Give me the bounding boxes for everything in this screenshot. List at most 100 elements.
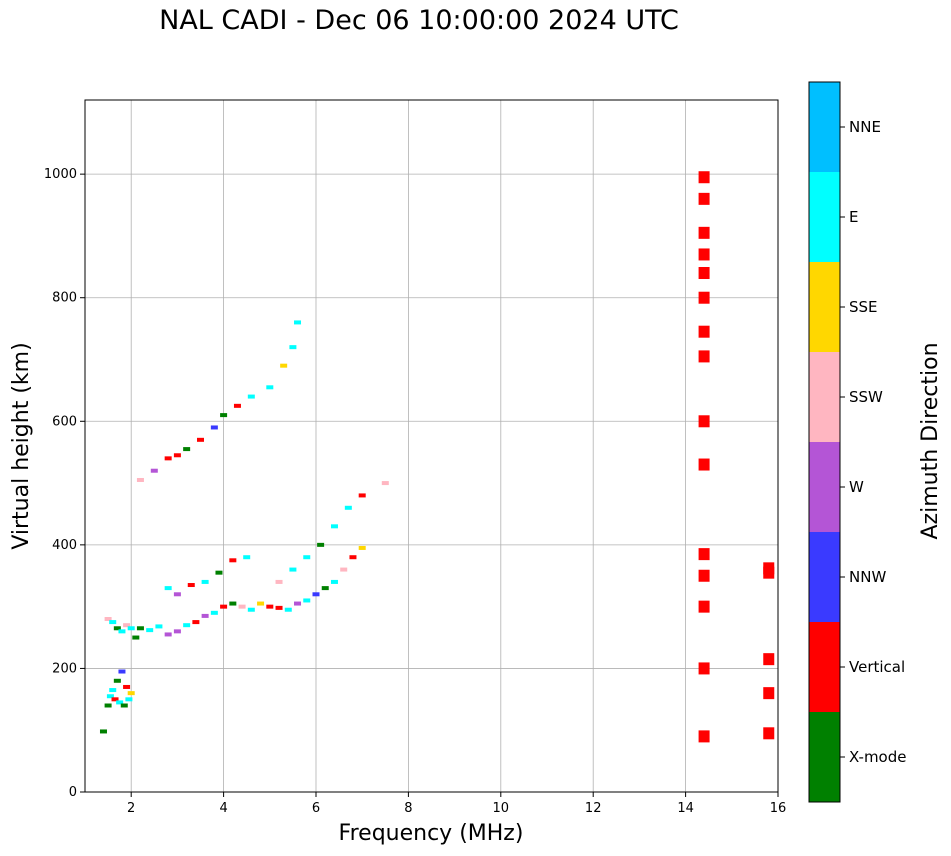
x-axis-label: Frequency (MHz) bbox=[339, 821, 524, 846]
data-point bbox=[136, 626, 144, 631]
data-point bbox=[698, 415, 710, 428]
data-point bbox=[763, 687, 775, 700]
data-point bbox=[123, 684, 131, 689]
x-tick-label: 6 bbox=[312, 801, 320, 816]
data-point bbox=[132, 635, 140, 640]
data-point bbox=[201, 613, 209, 618]
y-tick-label: 600 bbox=[52, 414, 77, 429]
x-tick-label: 4 bbox=[219, 801, 227, 816]
data-point bbox=[294, 601, 302, 606]
data-point bbox=[698, 267, 710, 279]
data-point bbox=[698, 171, 710, 184]
colorbar: X-mode Vertical NNW W SSW SSE E NNE bbox=[808, 81, 906, 803]
y-tick-label: 0 bbox=[69, 785, 77, 800]
colorbar-segment bbox=[809, 82, 840, 172]
colorbar-title: Azimuth Direction bbox=[918, 342, 943, 539]
colorbar-frame bbox=[808, 81, 841, 803]
chart-title: NAL CADI - Dec 06 10:00:00 2024 UTC bbox=[159, 5, 679, 36]
colorbar-segment bbox=[809, 622, 840, 712]
data-point bbox=[192, 620, 200, 625]
colorbar-segment bbox=[809, 262, 840, 352]
data-point bbox=[698, 226, 710, 239]
data-point bbox=[763, 653, 775, 666]
colorbar-label: Vertical bbox=[849, 658, 905, 676]
colorbar-segment bbox=[809, 172, 840, 262]
y-tick-label: 400 bbox=[52, 538, 77, 553]
data-point bbox=[381, 481, 389, 486]
data-point bbox=[136, 477, 144, 482]
data-point bbox=[330, 579, 338, 584]
colorbar-segment bbox=[809, 442, 840, 532]
colorbar-label: SSW bbox=[849, 388, 883, 406]
data-point bbox=[698, 600, 710, 613]
data-point bbox=[698, 730, 710, 743]
data-point bbox=[104, 617, 112, 621]
data-point bbox=[317, 542, 325, 547]
data-point bbox=[229, 558, 237, 563]
data-point bbox=[173, 629, 181, 634]
data-point bbox=[238, 604, 246, 609]
data-point bbox=[187, 583, 195, 588]
data-point bbox=[698, 248, 710, 261]
data-point bbox=[289, 567, 297, 572]
data-point bbox=[763, 727, 775, 740]
data-point bbox=[303, 555, 311, 560]
colorbar-label: E bbox=[849, 208, 858, 226]
colorbar-label: SSE bbox=[849, 298, 878, 316]
data-point bbox=[243, 555, 251, 560]
data-point bbox=[210, 610, 218, 615]
data-points bbox=[99, 171, 775, 743]
x-tick-label: 12 bbox=[585, 801, 602, 816]
data-point bbox=[201, 579, 209, 584]
colorbar-segment bbox=[809, 352, 840, 442]
data-point bbox=[146, 628, 154, 633]
data-point bbox=[266, 385, 274, 390]
data-point bbox=[173, 592, 181, 597]
data-point bbox=[340, 567, 348, 572]
data-point bbox=[111, 697, 119, 702]
data-point bbox=[215, 570, 223, 575]
grid bbox=[85, 100, 779, 793]
x-tick-label: 2 bbox=[127, 801, 135, 816]
y-axis-ticks: 0 200 400 600 800 1000 bbox=[44, 167, 85, 800]
data-point bbox=[266, 604, 274, 609]
data-point bbox=[99, 729, 107, 734]
x-tick-label: 8 bbox=[404, 801, 412, 816]
data-point bbox=[127, 626, 135, 631]
data-point bbox=[247, 607, 255, 612]
data-point bbox=[113, 626, 121, 631]
data-point bbox=[220, 413, 228, 418]
data-point bbox=[349, 555, 357, 560]
data-point bbox=[312, 592, 320, 597]
data-point bbox=[164, 586, 172, 591]
data-point bbox=[698, 291, 710, 304]
data-point bbox=[698, 569, 710, 582]
data-point bbox=[220, 604, 228, 609]
data-point bbox=[358, 545, 366, 550]
data-point bbox=[183, 447, 191, 452]
data-point bbox=[210, 425, 218, 430]
colorbar-segment bbox=[809, 712, 840, 802]
data-point bbox=[698, 350, 710, 363]
data-point bbox=[113, 678, 121, 683]
data-point bbox=[164, 456, 172, 461]
data-point bbox=[303, 598, 311, 603]
data-point bbox=[109, 688, 117, 693]
data-point bbox=[127, 691, 135, 696]
x-axis-ticks: 2 4 6 8 10 12 14 16 bbox=[127, 792, 786, 816]
y-tick-label: 1000 bbox=[44, 167, 77, 182]
data-point bbox=[109, 620, 117, 625]
colorbar-segment bbox=[809, 532, 840, 622]
data-point bbox=[106, 694, 114, 699]
data-point bbox=[698, 458, 710, 471]
data-point bbox=[229, 601, 237, 606]
data-point bbox=[183, 623, 191, 628]
data-point bbox=[150, 468, 158, 473]
data-point bbox=[294, 320, 302, 325]
data-point bbox=[275, 579, 283, 584]
data-point bbox=[358, 493, 366, 498]
y-tick-label: 800 bbox=[52, 291, 77, 306]
data-point bbox=[123, 623, 131, 628]
data-point bbox=[118, 629, 126, 634]
